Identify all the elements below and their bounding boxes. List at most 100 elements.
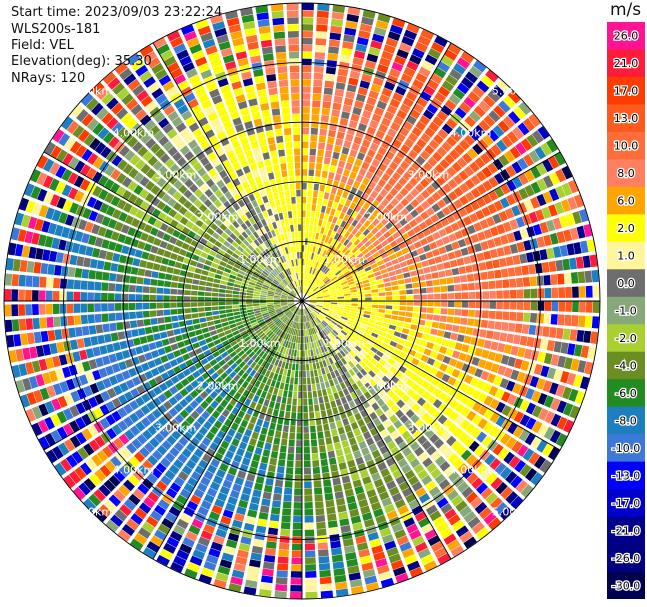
velocity-gate [453,379,463,390]
velocity-gate [561,165,573,180]
velocity-gate [65,454,78,468]
velocity-gate [332,279,340,285]
velocity-gate [96,260,105,270]
velocity-gate [441,301,448,307]
velocity-gate [257,366,264,374]
velocity-gate [182,368,192,377]
velocity-gate [226,312,234,317]
velocity-gate [267,231,273,239]
velocity-gate [263,484,273,493]
velocity-gate [329,533,340,542]
velocity-gate [85,97,99,111]
velocity-gate [317,542,329,550]
velocity-gate [85,458,98,471]
velocity-gate [381,173,391,182]
velocity-gate [105,414,116,426]
velocity-gate [156,177,167,188]
velocity-gate [487,90,501,103]
velocity-gate [532,223,542,236]
velocity-gate [543,352,553,365]
velocity-gate [37,419,49,433]
velocity-gate [205,241,214,249]
velocity-gate [343,402,351,411]
velocity-gate [358,255,366,263]
velocity-gate [249,416,258,425]
velocity-gate [335,325,342,332]
velocity-gate [25,200,36,214]
velocity-gate [302,371,307,378]
velocity-gate [351,303,358,307]
velocity-gate [151,325,160,333]
velocity-gate [237,152,246,162]
velocity-gate [573,344,583,357]
velocity-gate [30,169,42,183]
velocity-gate [354,158,363,167]
velocity-gate [194,267,203,274]
velocity-gate [569,227,579,241]
velocity-gate [310,377,316,384]
velocity-gate [239,253,247,260]
velocity-gate [212,363,221,371]
velocity-gate [498,210,508,222]
velocity-gate [377,461,387,472]
velocity-gate [69,140,82,154]
velocity-gate [338,160,346,169]
velocity-gate [122,189,132,201]
velocity-gate [383,474,394,484]
velocity-gate [315,362,321,370]
velocity-gate [309,295,316,299]
velocity-gate [141,344,150,353]
velocity-gate [284,383,289,391]
velocity-gate [351,142,360,152]
velocity-gate [111,102,124,115]
velocity-gate [81,361,91,372]
velocity-gate [245,228,252,236]
velocity-gate [527,362,537,374]
velocity-gate [584,270,593,283]
velocity-gate [205,45,218,56]
velocity-gate [250,386,258,394]
velocity-gate [258,96,269,105]
velocity-gate [364,293,372,297]
velocity-gate [196,375,205,384]
velocity-gate [309,302,317,304]
velocity-gate [127,180,138,192]
velocity-gate [330,299,338,301]
velocity-gate [477,418,488,430]
velocity-gate [353,428,362,437]
velocity-gate [406,23,420,34]
velocity-gate [313,319,318,326]
velocity-gate [340,318,347,323]
velocity-gate [8,349,18,363]
velocity-gate [255,247,262,255]
velocity-gate [318,375,324,383]
velocity-gate [323,293,330,297]
velocity-gate [334,442,342,450]
velocity-gate [123,416,134,428]
velocity-gate [383,44,396,54]
velocity-gate [212,350,221,358]
velocity-gate [372,239,381,247]
velocity-gate [365,171,374,180]
velocity-gate [129,154,141,166]
velocity-gate [127,247,137,257]
velocity-gate [252,249,260,257]
velocity-gate [397,458,408,468]
velocity-gate [349,171,357,180]
velocity-gate [331,278,339,283]
velocity-gate [375,20,389,30]
velocity-gate [423,85,436,96]
velocity-gate [308,281,312,288]
velocity-gate [316,10,329,19]
velocity-gate [156,480,168,492]
velocity-gate [343,97,354,106]
velocity-gate [179,173,189,184]
velocity-gate [434,301,441,307]
velocity-gate [295,329,298,336]
velocity-gate [196,482,208,493]
velocity-gate [348,280,355,286]
velocity-gate [269,94,279,103]
velocity-gate [406,115,417,126]
velocity-gate [275,289,282,294]
velocity-gate [290,418,296,426]
